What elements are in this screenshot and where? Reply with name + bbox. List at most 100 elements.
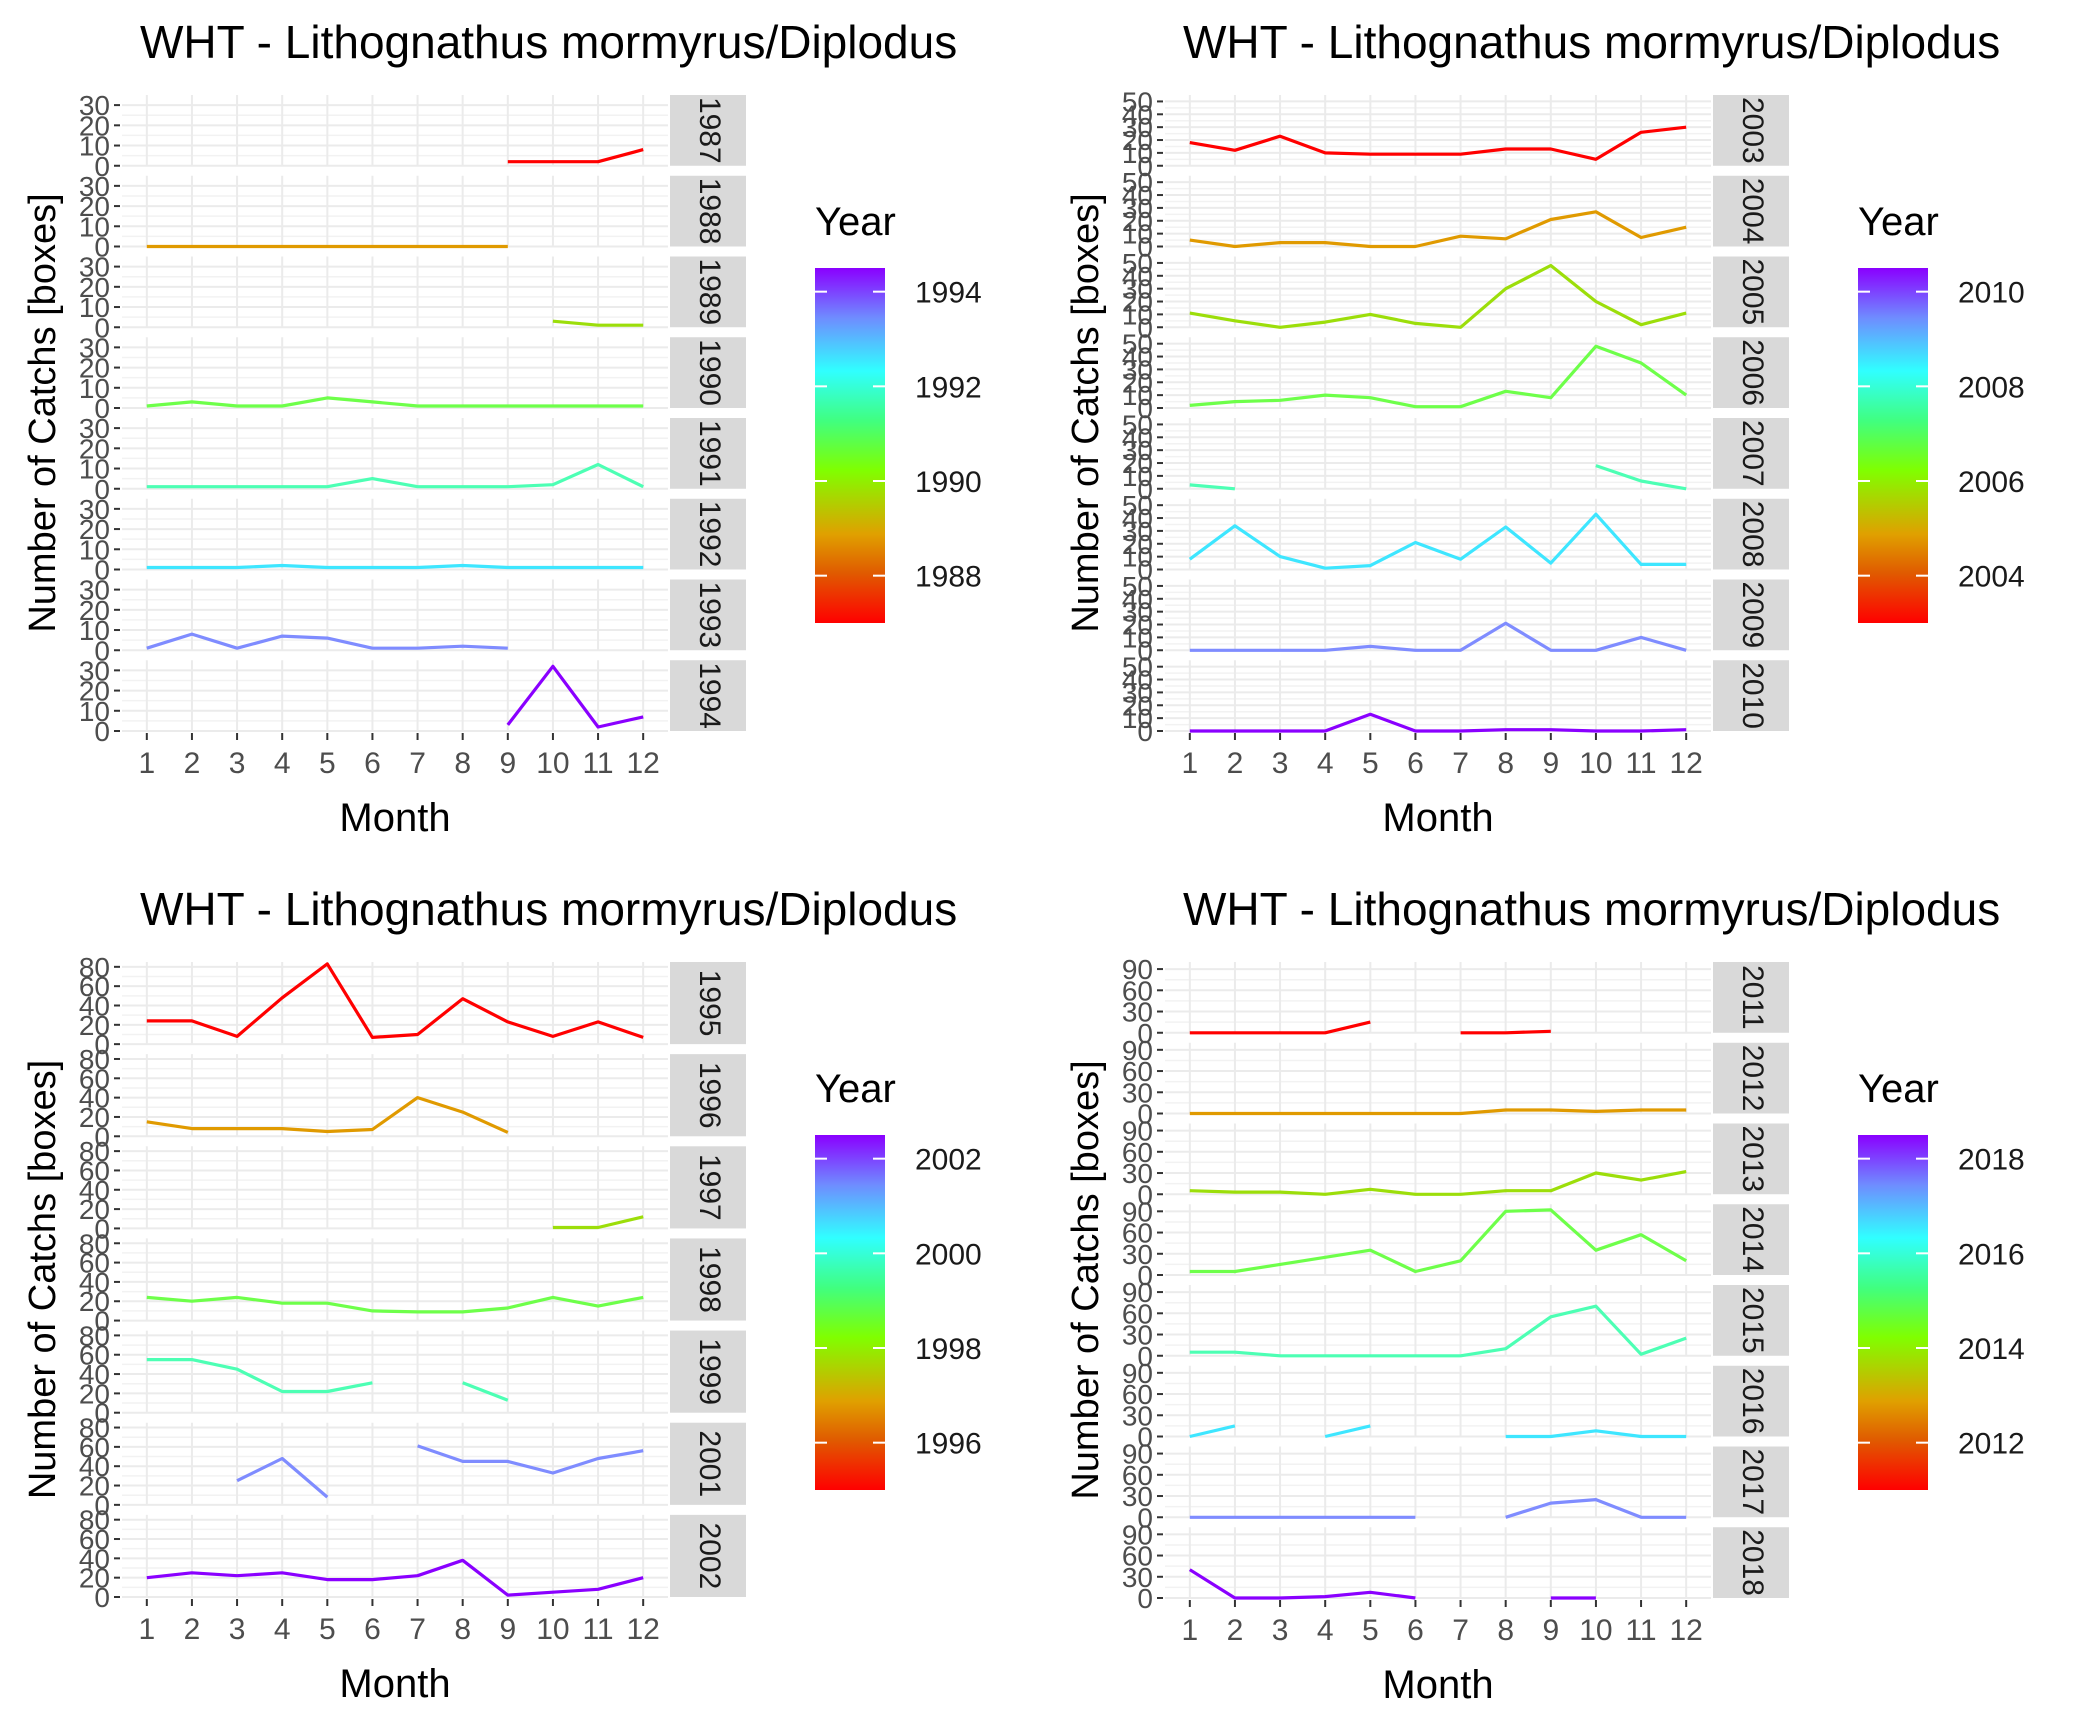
- series-line-2016: [1324, 1424, 1371, 1439]
- strip-background: [1713, 337, 1789, 408]
- y-tick-label: 60: [1122, 1298, 1153, 1329]
- y-tick-label: 40: [1122, 422, 1153, 453]
- legend-colorbar: [815, 1135, 885, 1490]
- x-tick-label: 5: [319, 747, 336, 780]
- y-tick-label: 0: [1137, 232, 1153, 263]
- strip-label: 2011: [1736, 965, 1769, 1030]
- legend-label: 1996: [915, 1428, 982, 1461]
- series-line-2002: [146, 1558, 644, 1597]
- y-tick-label: 20: [79, 110, 110, 141]
- y-tick-label: 40: [1122, 261, 1153, 292]
- x-tick-label: 4: [1317, 747, 1334, 780]
- x-tick-label: 11: [582, 747, 613, 780]
- series-line-1989: [552, 319, 644, 327]
- strip-label: 2001: [693, 1430, 726, 1497]
- y-tick-label: 60: [1122, 975, 1153, 1006]
- strip-background: [1713, 95, 1789, 166]
- chart-1: WHT - Lithognathus mormyrus/Diplodus Numb…: [22, 16, 982, 840]
- y-tick-label: 20: [79, 353, 110, 384]
- legend-label: 2004: [1958, 561, 2025, 594]
- strip-label: 1997: [693, 1154, 726, 1221]
- legend: Year 1996 1998 2000 2002: [815, 1067, 982, 1490]
- strip-background: [670, 498, 746, 570]
- y-tick-label: 20: [79, 1286, 110, 1317]
- y-tick-label: 90: [1122, 1519, 1153, 1550]
- chart-title: WHT - Lithognathus mormyrus/Diplodus: [140, 16, 957, 68]
- y-tick-label: 40: [79, 1267, 110, 1298]
- series-line-2009: [1189, 621, 1687, 652]
- y-tick-label: 30: [1122, 597, 1153, 628]
- x-tick-label: 12: [1669, 747, 1702, 780]
- panel-background: [122, 579, 668, 651]
- x-tick-label: 10: [536, 1613, 569, 1646]
- legend-label: 1998: [915, 1333, 982, 1366]
- x-tick-label: 8: [454, 1613, 471, 1646]
- legend-label: 1994: [915, 277, 982, 310]
- legend-label: 1990: [915, 466, 982, 499]
- series-line-2011: [1460, 1029, 1551, 1035]
- y-tick-label: 30: [79, 655, 110, 686]
- x-tick-label: 1: [1181, 1614, 1198, 1647]
- y-tick-label: 0: [1137, 716, 1153, 747]
- y-tick-label: 0: [94, 312, 110, 343]
- strip-background: [1713, 579, 1789, 651]
- y-tick-label: 90: [1122, 1277, 1153, 1308]
- strip-label: 1993: [693, 582, 726, 649]
- panel-background: [122, 660, 668, 731]
- panel-background: [122, 1514, 668, 1597]
- y-tick-label: 40: [79, 1451, 110, 1482]
- x-tick-label: 10: [1579, 1614, 1612, 1647]
- strip-label: 2014: [1736, 1206, 1769, 1273]
- legend-label: 2010: [1958, 277, 2025, 310]
- x-tick-label: 4: [274, 1613, 291, 1646]
- chart-2: WHT - Lithognathus mormyrus/Diplodus Numb…: [1065, 16, 2025, 840]
- strip-label: 2018: [1736, 1529, 1769, 1596]
- strip-label: 2012: [1736, 1045, 1769, 1112]
- y-tick-label: 10: [1122, 622, 1153, 653]
- y-tick-label: 10: [1122, 380, 1153, 411]
- x-tick-label: 8: [1497, 747, 1514, 780]
- y-tick-label: 50: [1122, 248, 1153, 279]
- y-tick-label: 80: [79, 1320, 110, 1351]
- x-tick-label: 2: [184, 1613, 201, 1646]
- y-tick-label: 20: [79, 1010, 110, 1041]
- y-tick-label: 30: [79, 252, 110, 283]
- legend-title: Year: [815, 1067, 896, 1111]
- x-tick-label: 12: [1669, 1614, 1702, 1647]
- strip-background: [1713, 962, 1789, 1033]
- panel-background: [122, 256, 668, 328]
- series-line-1994: [506, 664, 644, 729]
- legend-label: 2000: [915, 1238, 982, 1271]
- y-tick-label: 20: [79, 1563, 110, 1594]
- y-tick-label: 60: [79, 971, 110, 1002]
- strip-label: 1998: [693, 1246, 726, 1313]
- y-tick-label: 30: [1122, 354, 1153, 385]
- y-tick-label: 60: [1122, 1541, 1153, 1572]
- series-line-2016: [1505, 1429, 1687, 1439]
- panel-background: [122, 337, 668, 408]
- panel-background: [1165, 1123, 1711, 1195]
- strip-background: [670, 962, 746, 1045]
- y-tick-label: 60: [1122, 1460, 1153, 1491]
- panel-background: [1165, 1285, 1711, 1356]
- y-tick-label: 20: [79, 1102, 110, 1133]
- y-tick-label: 20: [1122, 206, 1153, 237]
- series-line-2007: [1595, 464, 1687, 491]
- y-tick-label: 20: [79, 595, 110, 626]
- x-tick-label: 12: [626, 1613, 659, 1646]
- chart-4: WHT - Lithognathus mormyrus/Diplodus Numb…: [1065, 883, 2025, 1707]
- y-tick-label: 20: [1122, 448, 1153, 479]
- strip-label: 2013: [1736, 1126, 1769, 1193]
- legend-label: 2018: [1958, 1144, 2025, 1177]
